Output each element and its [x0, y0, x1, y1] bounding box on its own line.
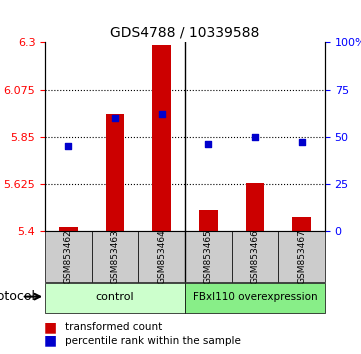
Bar — [92, 42, 138, 231]
Bar — [152, 45, 171, 231]
Text: ■: ■ — [43, 320, 56, 335]
FancyBboxPatch shape — [138, 231, 185, 281]
Bar — [245, 183, 264, 231]
Bar — [292, 217, 311, 231]
Point — [159, 112, 165, 117]
Point — [205, 142, 211, 147]
Text: GSM853462: GSM853462 — [64, 229, 73, 284]
Bar — [185, 42, 232, 231]
FancyBboxPatch shape — [92, 231, 138, 281]
FancyBboxPatch shape — [185, 283, 325, 313]
FancyBboxPatch shape — [232, 231, 278, 281]
Text: control: control — [96, 292, 134, 302]
Text: transformed count: transformed count — [65, 322, 162, 332]
FancyBboxPatch shape — [45, 283, 185, 313]
Text: GSM853465: GSM853465 — [204, 229, 213, 284]
Bar — [59, 227, 78, 231]
Text: ■: ■ — [43, 333, 56, 348]
Bar — [199, 210, 218, 231]
Title: GDS4788 / 10339588: GDS4788 / 10339588 — [110, 26, 260, 40]
Point — [299, 140, 304, 145]
Bar — [138, 42, 185, 231]
FancyBboxPatch shape — [185, 231, 232, 281]
Bar — [45, 42, 92, 231]
FancyBboxPatch shape — [45, 231, 92, 281]
Bar — [106, 114, 125, 231]
Text: FBxl110 overexpression: FBxl110 overexpression — [193, 292, 317, 302]
Text: protocol: protocol — [0, 290, 35, 303]
FancyBboxPatch shape — [278, 231, 325, 281]
Point — [112, 115, 118, 121]
Point — [252, 134, 258, 140]
Text: GSM853467: GSM853467 — [297, 229, 306, 284]
Text: percentile rank within the sample: percentile rank within the sample — [65, 336, 241, 346]
Point — [66, 143, 71, 149]
Text: GSM853466: GSM853466 — [251, 229, 260, 284]
Bar — [232, 42, 278, 231]
Text: GSM853463: GSM853463 — [110, 229, 119, 284]
Text: GSM853464: GSM853464 — [157, 229, 166, 284]
Bar — [278, 42, 325, 231]
